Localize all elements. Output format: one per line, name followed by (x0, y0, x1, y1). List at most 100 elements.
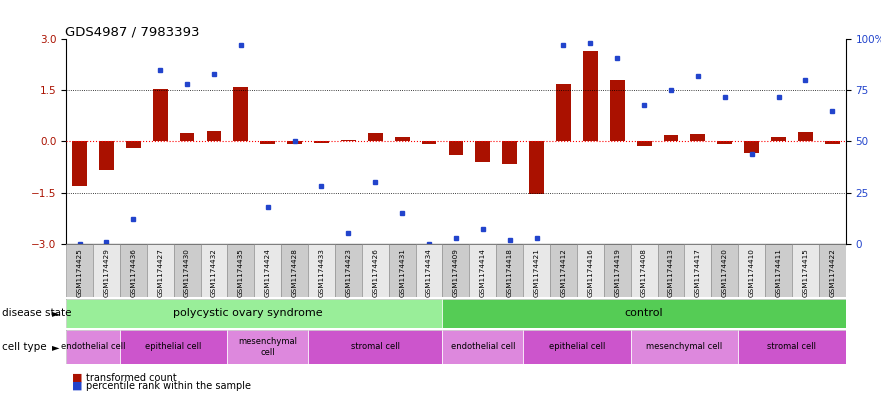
Bar (744, 141, 759, 153)
Bar (577, 244, 603, 297)
Bar (717, 141, 732, 144)
Text: control: control (625, 309, 663, 318)
Bar (362, 244, 389, 297)
Bar (523, 244, 550, 297)
Bar (583, 51, 597, 141)
Text: cell type: cell type (2, 342, 47, 352)
Text: GSM1174433: GSM1174433 (319, 248, 324, 297)
Bar (281, 244, 308, 297)
Bar (315, 141, 329, 143)
Text: polycystic ovary syndrome: polycystic ovary syndrome (173, 309, 322, 318)
Text: GSM1174409: GSM1174409 (453, 248, 459, 297)
Text: GSM1174426: GSM1174426 (373, 248, 378, 297)
Bar (416, 244, 442, 297)
Bar (308, 244, 335, 297)
Text: GSM1174412: GSM1174412 (560, 248, 566, 297)
Text: GSM1174413: GSM1174413 (668, 248, 674, 297)
Bar (233, 87, 248, 141)
Bar (395, 138, 410, 141)
Text: GSM1174425: GSM1174425 (77, 248, 83, 297)
Bar (368, 133, 382, 141)
Bar (389, 244, 416, 297)
Bar (227, 330, 308, 364)
Text: percentile rank within the sample: percentile rank within the sample (86, 381, 251, 391)
Text: stromal cell: stromal cell (767, 342, 817, 351)
Bar (738, 244, 765, 297)
Text: GSM1174419: GSM1174419 (614, 248, 620, 297)
Bar (201, 244, 227, 297)
Bar (126, 141, 141, 148)
Text: endothelial cell: endothelial cell (61, 342, 125, 351)
Bar (685, 244, 711, 297)
Bar (147, 244, 174, 297)
Bar (93, 244, 120, 297)
Text: GSM1174416: GSM1174416 (588, 248, 593, 297)
Text: mesenchymal
cell: mesenchymal cell (238, 337, 297, 356)
Text: GSM1174421: GSM1174421 (534, 248, 539, 297)
Text: transformed count: transformed count (86, 373, 177, 383)
Bar (260, 141, 275, 144)
Text: GSM1174427: GSM1174427 (157, 248, 163, 297)
Text: disease state: disease state (2, 309, 71, 318)
Bar (798, 132, 813, 141)
Bar (470, 244, 496, 297)
Text: GSM1174420: GSM1174420 (722, 248, 728, 297)
Text: GSM1174429: GSM1174429 (103, 248, 109, 297)
Bar (422, 141, 436, 144)
Bar (691, 134, 706, 141)
Text: GSM1174435: GSM1174435 (238, 248, 244, 297)
Text: GSM1174418: GSM1174418 (507, 248, 513, 297)
Text: GSM1174432: GSM1174432 (211, 248, 217, 297)
Text: endothelial cell: endothelial cell (450, 342, 515, 351)
Bar (637, 141, 652, 145)
Bar (255, 244, 281, 297)
Text: GSM1174431: GSM1174431 (399, 248, 405, 297)
Bar (66, 244, 93, 297)
Text: epithelial cell: epithelial cell (145, 342, 202, 351)
Bar (523, 330, 631, 364)
Text: ►: ► (52, 309, 59, 318)
Text: mesenchymal cell: mesenchymal cell (647, 342, 722, 351)
Bar (152, 89, 167, 141)
Bar (120, 330, 227, 364)
Bar (66, 330, 120, 364)
Text: GSM1174417: GSM1174417 (695, 248, 701, 297)
Text: GSM1174436: GSM1174436 (130, 248, 137, 297)
Bar (476, 141, 490, 162)
Bar (442, 244, 470, 297)
Bar (206, 131, 221, 141)
Text: GSM1174423: GSM1174423 (345, 248, 352, 297)
Bar (765, 244, 792, 297)
Bar (792, 244, 818, 297)
Text: GSM1174428: GSM1174428 (292, 248, 298, 297)
Bar (174, 244, 201, 297)
Text: GSM1174414: GSM1174414 (480, 248, 485, 297)
Text: ■: ■ (72, 381, 83, 391)
Text: GSM1174410: GSM1174410 (749, 248, 755, 297)
Text: ■: ■ (72, 373, 83, 383)
Bar (657, 244, 685, 297)
Bar (180, 133, 195, 141)
Text: GSM1174422: GSM1174422 (829, 248, 835, 297)
Bar (72, 141, 87, 186)
Bar (529, 141, 544, 194)
Bar (502, 141, 517, 163)
Bar (610, 80, 625, 141)
Text: GSM1174434: GSM1174434 (426, 248, 432, 297)
Bar (99, 141, 114, 171)
Text: GSM1174408: GSM1174408 (641, 248, 648, 297)
Bar (738, 330, 846, 364)
Bar (442, 330, 523, 364)
Bar (341, 140, 356, 141)
Bar (771, 138, 786, 141)
Text: epithelial cell: epithelial cell (549, 342, 605, 351)
Text: GSM1174424: GSM1174424 (264, 248, 270, 297)
Text: GSM1174415: GSM1174415 (803, 248, 809, 297)
Bar (663, 135, 678, 141)
Bar (66, 299, 442, 328)
Text: GSM1174411: GSM1174411 (775, 248, 781, 297)
Bar (631, 330, 738, 364)
Bar (120, 244, 147, 297)
Bar (711, 244, 738, 297)
Bar (496, 244, 523, 297)
